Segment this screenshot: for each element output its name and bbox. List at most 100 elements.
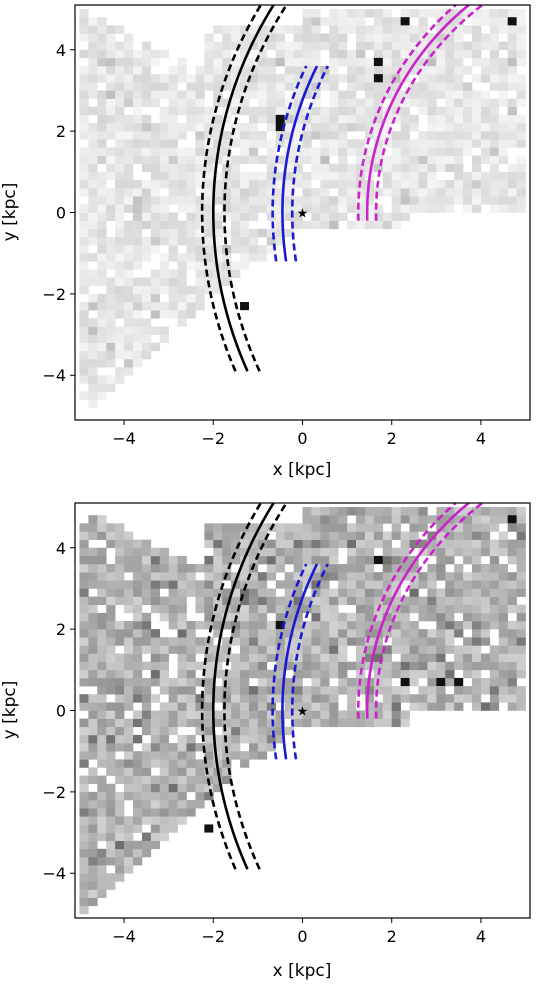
heatmap-cell	[480, 17, 491, 26]
heatmap-cell	[195, 637, 205, 646]
heatmap-cell	[364, 220, 375, 230]
heatmap-cell	[284, 555, 294, 565]
heatmap-cell	[124, 49, 134, 59]
heatmap-cell	[293, 555, 303, 565]
heatmap-cell	[320, 661, 330, 671]
heatmap-cell	[124, 74, 134, 83]
heatmap-cell	[168, 580, 178, 589]
sun-star-icon: ★	[297, 207, 309, 222]
heatmap-cell	[195, 767, 205, 776]
heatmap-cell	[106, 824, 116, 833]
heatmap-cell	[204, 734, 214, 744]
heatmap-cell	[320, 572, 330, 581]
heatmap-cell	[124, 139, 134, 148]
heatmap-cell	[88, 269, 98, 278]
heatmap-cell	[97, 702, 107, 711]
heatmap-cell	[222, 269, 232, 278]
heatmap-cell	[489, 196, 500, 205]
heatmap-cell	[97, 523, 107, 532]
heatmap-cell	[373, 637, 384, 646]
heatmap-cell	[132, 580, 143, 589]
heatmap-cell	[382, 90, 393, 99]
heatmap-cell	[115, 743, 125, 752]
heatmap-cell	[463, 661, 473, 671]
heatmap-cell	[204, 596, 214, 606]
heatmap-cell	[204, 531, 214, 540]
heatmap-cell	[248, 751, 259, 760]
heatmap-cell	[186, 114, 196, 124]
y-tick-label: −4	[42, 366, 66, 385]
heatmap-cell	[88, 751, 98, 760]
heatmap-cell	[88, 147, 98, 156]
heatmap-cell	[293, 588, 303, 597]
heatmap-cell	[329, 572, 339, 581]
heatmap-cell	[204, 694, 214, 703]
heatmap-cell	[391, 637, 401, 646]
x-tick-label: 0	[297, 927, 307, 946]
heatmap-cell	[293, 122, 303, 132]
heatmap-cell	[472, 596, 482, 606]
heatmap-cell	[293, 155, 303, 164]
heatmap-cell	[347, 106, 357, 116]
heatmap-cell	[115, 669, 125, 679]
heatmap-cell	[329, 702, 339, 711]
heatmap-cell	[293, 57, 303, 67]
heatmap-cell	[480, 57, 491, 67]
heatmap-cell	[97, 310, 107, 319]
heatmap-cell	[463, 547, 473, 557]
heatmap-cell	[115, 824, 125, 833]
heatmap-cell	[275, 204, 285, 213]
heatmap-cell	[186, 710, 196, 719]
heatmap-cell	[204, 57, 214, 67]
heatmap-cell	[445, 572, 455, 581]
heatmap-cell	[186, 106, 196, 116]
heatmap-cell	[454, 547, 464, 557]
heatmap-cell	[195, 588, 205, 597]
heatmap-cell	[436, 629, 446, 638]
heatmap-cell	[204, 155, 214, 164]
heatmap-cell	[177, 677, 187, 687]
heatmap-cell	[454, 171, 464, 181]
heatmap-cell	[222, 531, 232, 540]
heatmap-cell	[159, 228, 169, 238]
heatmap-cell	[480, 702, 491, 711]
heatmap-cell	[186, 98, 196, 108]
heatmap-cell	[231, 261, 241, 270]
heatmap-cell	[302, 25, 312, 34]
heatmap-cell	[311, 669, 321, 679]
heatmap-cell	[418, 702, 428, 711]
heatmap-cell	[311, 17, 321, 26]
heatmap-cell	[213, 245, 223, 254]
heatmap-cell	[168, 302, 178, 311]
heatmap-cell	[454, 564, 464, 573]
heatmap-cell	[409, 661, 419, 671]
heatmap-cell	[391, 41, 401, 51]
heatmap-cell	[480, 507, 491, 516]
heatmap-cell	[141, 220, 152, 230]
heatmap-cell	[400, 645, 410, 654]
heatmap-cell	[124, 318, 134, 327]
heatmap-cell	[79, 114, 89, 124]
heatmap-cell	[132, 131, 143, 140]
heatmap-cell	[498, 114, 508, 124]
heatmap-cell	[168, 800, 178, 809]
heatmap-cell	[472, 629, 482, 638]
heatmap-cell	[204, 285, 214, 295]
heatmap-cell	[168, 775, 178, 785]
heatmap-cell	[88, 358, 98, 368]
heatmap-cell	[293, 612, 303, 622]
heatmap-cell	[248, 629, 259, 638]
spiral-arm-line	[374, 3, 484, 221]
heatmap-cell	[132, 285, 143, 295]
heatmap-cell	[302, 669, 312, 679]
heatmap-cell	[97, 531, 107, 540]
heatmap-cell	[106, 881, 116, 890]
heatmap-cell	[168, 588, 178, 597]
heatmap-cell	[418, 66, 428, 75]
heatmap-cell	[364, 629, 375, 638]
heatmap-cell	[480, 131, 491, 140]
heatmap-cell	[79, 572, 89, 581]
heatmap-cell	[115, 310, 125, 319]
heatmap-cell	[177, 612, 187, 622]
heatmap-cell	[320, 637, 330, 646]
